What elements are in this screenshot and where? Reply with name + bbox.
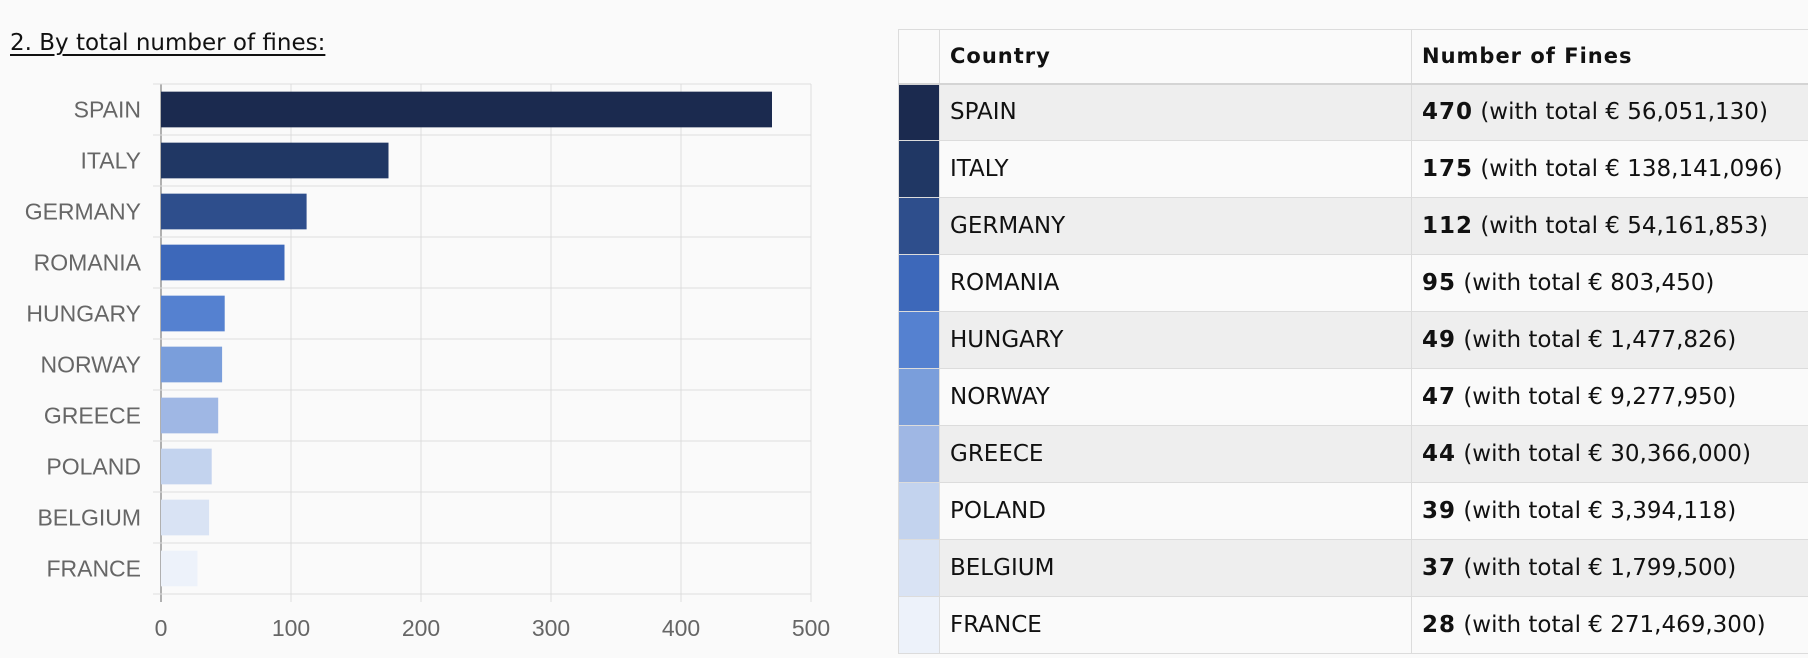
- x-tick-label: 400: [662, 615, 700, 641]
- fines-table: Country Number of Fines SPAIN 470 (with t…: [898, 29, 1808, 654]
- table-row: ROMANIA 95 (with total € 803,450): [898, 254, 1808, 312]
- fine-total-detail: (with total € 3,394,118): [1463, 498, 1737, 524]
- fine-count: 112: [1422, 213, 1474, 239]
- fine-total-detail: (with total € 56,051,130): [1480, 99, 1768, 126]
- fines-cell: 470 (with total € 56,051,130): [1411, 83, 1808, 141]
- country-cell: HUNGARY: [939, 311, 1412, 369]
- color-swatch: [898, 425, 940, 483]
- table-header-row: Country Number of Fines: [898, 29, 1808, 85]
- x-tick-label: 200: [402, 615, 440, 641]
- category-label: HUNGARY: [26, 301, 141, 327]
- table-row: POLAND 39 (with total € 3,394,118): [898, 482, 1808, 540]
- table-row: BELGIUM 37 (with total € 1,799,500): [898, 539, 1808, 597]
- x-tick-label: 0: [155, 615, 168, 641]
- fine-total-detail: (with total € 9,277,950): [1463, 384, 1737, 410]
- table-row: ITALY 175 (with total € 138,141,096): [898, 140, 1808, 198]
- color-swatch: [898, 368, 940, 426]
- fines-cell: 95 (with total € 803,450): [1411, 254, 1808, 312]
- table-row: GERMANY 112 (with total € 54,161,853): [898, 197, 1808, 255]
- color-swatch: [898, 596, 940, 654]
- table-body: SPAIN 470 (with total € 56,051,130) ITALY 1…: [898, 83, 1808, 654]
- category-label: GREECE: [44, 403, 141, 429]
- country-cell: SPAIN: [939, 83, 1412, 141]
- fines-cell: 37 (with total € 1,799,500): [1411, 539, 1808, 597]
- bar-chart: SPAIN ITALY GERMANY ROMANIA HUNGARY NORWAY GRE…: [25, 83, 830, 641]
- table-row: HUNGARY 49 (with total € 1,477,826): [898, 311, 1808, 369]
- color-swatch: [898, 311, 940, 369]
- bar[interactable]: [161, 244, 285, 281]
- fine-count: 470: [1422, 99, 1474, 126]
- fine-total-detail: (with total € 271,469,300): [1463, 612, 1766, 638]
- bar[interactable]: [161, 295, 225, 332]
- fines-cell: 47 (with total € 9,277,950): [1411, 368, 1808, 426]
- country-cell: GERMANY: [939, 197, 1412, 255]
- country-cell: BELGIUM: [939, 539, 1412, 597]
- category-label: SPAIN: [74, 97, 141, 123]
- fine-count: 44: [1422, 441, 1457, 467]
- fine-total-detail: (with total € 1,477,826): [1463, 327, 1737, 353]
- fines-cell: 39 (with total € 3,394,118): [1411, 482, 1808, 540]
- bar[interactable]: [161, 193, 307, 230]
- fines-cell: 175 (with total € 138,141,096): [1411, 140, 1808, 198]
- table-row: SPAIN 470 (with total € 56,051,130): [898, 83, 1808, 141]
- bar[interactable]: [161, 91, 772, 128]
- fine-total-detail: (with total € 54,161,853): [1480, 213, 1768, 239]
- fine-total-detail: (with total € 803,450): [1463, 270, 1715, 296]
- x-tick-label: 100: [272, 615, 310, 641]
- bar[interactable]: [161, 142, 389, 179]
- category-label: POLAND: [46, 454, 141, 480]
- fine-count: 39: [1422, 498, 1457, 524]
- category-label: FRANCE: [46, 556, 141, 582]
- fines-column-header[interactable]: Number of Fines: [1411, 29, 1808, 85]
- category-label: ROMANIA: [34, 250, 142, 276]
- fines-cell: 112 (with total € 54,161,853): [1411, 197, 1808, 255]
- color-swatch: [898, 83, 940, 141]
- color-swatch: [898, 539, 940, 597]
- section-heading: 2. By total number of fines:: [10, 30, 326, 56]
- category-label: ITALY: [81, 148, 142, 174]
- x-tick-label: 300: [532, 615, 570, 641]
- category-label: GERMANY: [25, 199, 141, 225]
- fine-count: 47: [1422, 384, 1457, 410]
- fine-count: 49: [1422, 327, 1457, 353]
- fine-total-detail: (with total € 30,366,000): [1463, 441, 1751, 467]
- table-row: FRANCE 28 (with total € 271,469,300): [898, 596, 1808, 654]
- country-cell: POLAND: [939, 482, 1412, 540]
- fines-cell: 44 (with total € 30,366,000): [1411, 425, 1808, 483]
- bar[interactable]: [161, 346, 223, 383]
- table-row: GREECE 44 (with total € 30,366,000): [898, 425, 1808, 483]
- bar[interactable]: [161, 499, 210, 536]
- country-cell: FRANCE: [939, 596, 1412, 654]
- bar[interactable]: [161, 550, 198, 587]
- fine-total-detail: (with total € 138,141,096): [1480, 156, 1783, 182]
- category-label: NORWAY: [40, 352, 141, 378]
- bar[interactable]: [161, 448, 212, 485]
- swatch-column-header: [898, 29, 940, 85]
- country-column-header[interactable]: Country: [939, 29, 1412, 85]
- country-cell: NORWAY: [939, 368, 1412, 426]
- x-tick-label: 500: [792, 615, 830, 641]
- bar[interactable]: [161, 397, 219, 434]
- fine-count: 175: [1422, 156, 1474, 182]
- fine-count: 28: [1422, 612, 1457, 638]
- color-swatch: [898, 254, 940, 312]
- fine-count: 95: [1422, 270, 1457, 296]
- category-label: BELGIUM: [37, 505, 141, 531]
- fines-cell: 28 (with total € 271,469,300): [1411, 596, 1808, 654]
- fine-count: 37: [1422, 555, 1457, 581]
- fines-cell: 49 (with total € 1,477,826): [1411, 311, 1808, 369]
- country-cell: GREECE: [939, 425, 1412, 483]
- color-swatch: [898, 140, 940, 198]
- color-swatch: [898, 197, 940, 255]
- country-cell: ROMANIA: [939, 254, 1412, 312]
- table-row: NORWAY 47 (with total € 9,277,950): [898, 368, 1808, 426]
- color-swatch: [898, 482, 940, 540]
- country-cell: ITALY: [939, 140, 1412, 198]
- fine-total-detail: (with total € 1,799,500): [1463, 555, 1737, 581]
